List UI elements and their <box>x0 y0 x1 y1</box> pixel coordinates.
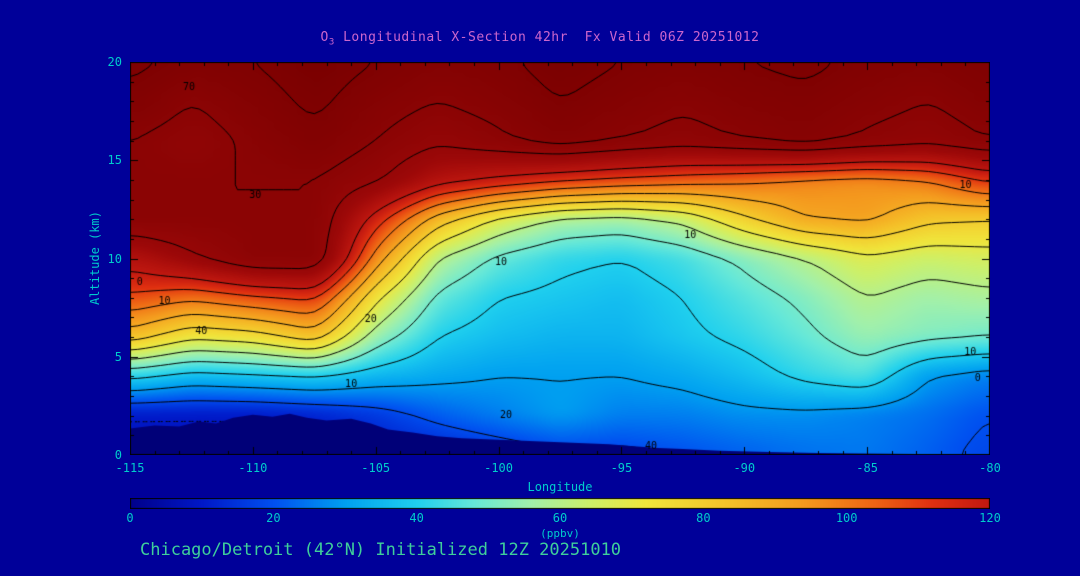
x-tick-label: -105 <box>361 461 391 475</box>
plot-title: O3 Longitudinal X-Section 42hr Fx Valid … <box>0 30 1080 48</box>
colorbar-tick-label: 60 <box>552 511 568 525</box>
colorbar-tick-label: 40 <box>409 511 424 525</box>
x-tick-label: -95 <box>610 461 633 475</box>
x-tick-label: -110 <box>238 461 268 475</box>
x-axis-label: Longitude <box>527 480 593 494</box>
caption: Chicago/Detroit (42°N) Initialized 12Z 2… <box>140 540 622 560</box>
colorbar-canvas <box>130 498 990 509</box>
plot-title-subscript: 3 <box>328 37 335 48</box>
x-tick-label: -115 <box>115 461 145 475</box>
colorbar-tick-label: 100 <box>835 511 858 525</box>
colorbar-tick-label: 80 <box>696 511 711 525</box>
contour-plot-canvas <box>130 62 990 455</box>
colorbar-units: (ppbv) <box>540 527 580 540</box>
colorbar-tick-label: 0 <box>126 511 134 525</box>
x-tick-label: -80 <box>979 461 1001 475</box>
y-tick-label: 20 <box>107 55 122 69</box>
plot-title-prefix: O <box>320 30 329 45</box>
x-tick-label: -90 <box>733 461 756 475</box>
y-tick-label: 5 <box>114 349 122 364</box>
x-tick-label: -85 <box>856 461 878 475</box>
y-tick-label: 15 <box>107 153 122 168</box>
y-tick-label: 10 <box>107 251 122 266</box>
y-tick-label: 0 <box>114 448 122 462</box>
colorbar-tick-label: 20 <box>266 511 281 525</box>
colorbar-tick-label: 120 <box>979 511 1001 525</box>
plot-title-text: Longitudinal X-Section 42hr Fx Valid 06Z… <box>334 30 760 45</box>
x-tick-label: -100 <box>484 461 514 475</box>
